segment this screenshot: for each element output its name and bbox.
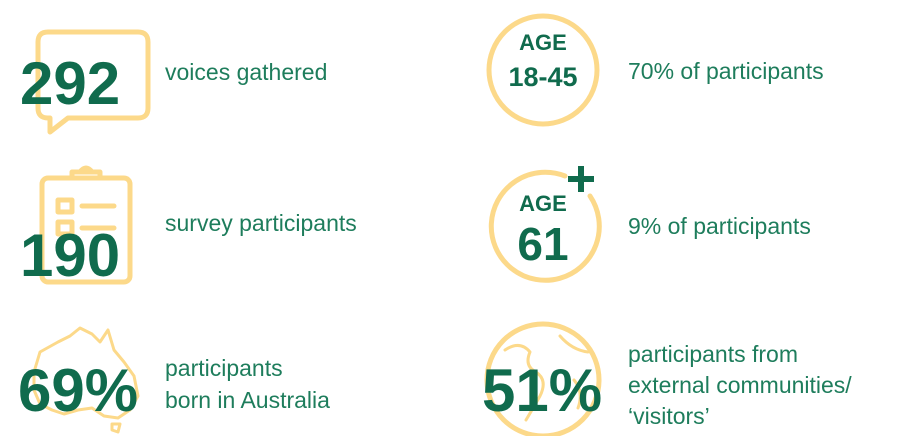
stat-value: 190	[20, 222, 120, 289]
stat-value: 292	[20, 50, 120, 117]
age-badge: AGE	[519, 191, 567, 216]
stat-label: survey participants	[165, 210, 357, 236]
age-badge: 18-45	[508, 62, 577, 92]
plus-icon	[568, 166, 594, 192]
stat-value: 51%	[482, 357, 602, 424]
stat-value: 69%	[18, 357, 138, 424]
stat-label: voices gathered	[165, 59, 327, 85]
australia-map-icon	[32, 326, 140, 434]
clipboard-icon	[39, 165, 133, 285]
stat-label: ‘visitors’	[628, 403, 710, 429]
stat-label: participants	[165, 355, 283, 381]
stat-label: participants from	[628, 341, 798, 367]
globe-icon	[484, 321, 602, 436]
age-circle	[486, 13, 600, 127]
speech-bubble-icon	[35, 29, 151, 135]
age-badge: 61	[517, 218, 568, 270]
stat-label: external communities/	[628, 372, 852, 398]
age-circle-open	[488, 169, 602, 283]
stat-label: 70% of participants	[628, 58, 824, 84]
stat-label: 9% of participants	[628, 213, 811, 239]
age-badge: AGE	[519, 30, 567, 55]
stat-label: born in Australia	[165, 387, 330, 413]
